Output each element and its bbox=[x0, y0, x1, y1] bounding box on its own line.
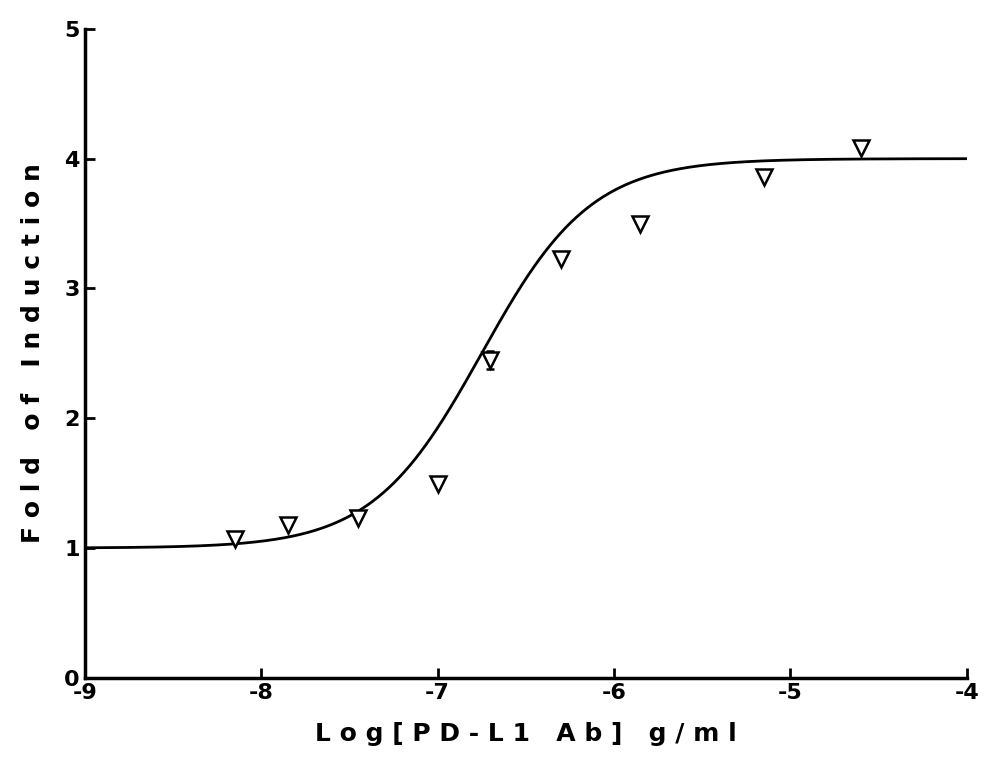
X-axis label: L o g [ P D - L 1   A b ]   g / m l: L o g [ P D - L 1 A b ] g / m l bbox=[315, 723, 737, 746]
Y-axis label: F o l d   o f   I n d u c t i o n: F o l d o f I n d u c t i o n bbox=[21, 163, 45, 543]
